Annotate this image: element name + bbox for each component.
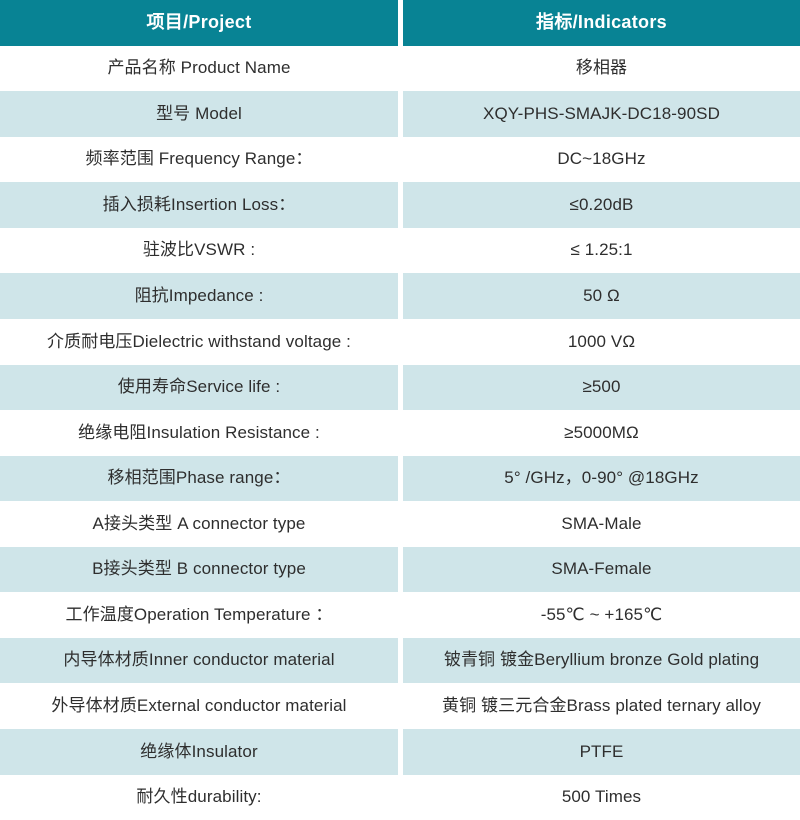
indicator-cell: ≥5000MΩ <box>403 410 800 456</box>
table-row: 内导体材质Inner conductor material 铍青铜 镀金Bery… <box>0 637 800 684</box>
column-divider <box>398 0 403 46</box>
indicator-cell: SMA-Female <box>403 546 800 593</box>
indicator-cell: PTFE <box>403 729 800 775</box>
table-row: 插入损耗Insertion Loss： ≤0.20dB <box>0 182 800 228</box>
table-row: B接头类型 B connector type SMA-Female <box>0 546 800 593</box>
project-cell: 内导体材质Inner conductor material <box>0 637 398 684</box>
project-cell: 驻波比VSWR : <box>0 227 398 274</box>
column-divider <box>398 227 403 274</box>
column-divider <box>398 364 403 411</box>
column-divider <box>398 774 403 820</box>
table-row: 驻波比VSWR : ≤ 1.25:1 <box>0 227 800 274</box>
indicator-cell: XQY-PHS-SMAJK-DC18-90SD <box>403 91 800 137</box>
column-divider <box>398 45 403 92</box>
column-divider <box>398 273 403 319</box>
project-cell: 工作温度Operation Temperature ： <box>0 592 398 638</box>
project-cell: 外导体材质External conductor material <box>0 683 398 729</box>
project-cell: 介质耐电压Dielectric withstand voltage : <box>0 318 398 365</box>
project-cell: A接头类型 A connector type <box>0 501 398 547</box>
table-row: 阻抗Impedance : 50 Ω <box>0 273 800 319</box>
project-cell: 移相范围Phase range： <box>0 455 398 502</box>
indicator-cell: 1000 VΩ <box>403 318 800 365</box>
column-divider <box>398 318 403 365</box>
table-row: A接头类型 A connector type SMA-Male <box>0 501 800 547</box>
project-cell: B接头类型 B connector type <box>0 546 398 593</box>
project-cell: 耐久性durability: <box>0 774 398 820</box>
header-indicators: 指标/Indicators <box>403 0 800 46</box>
column-divider <box>398 501 403 547</box>
indicator-cell: ≥500 <box>403 364 800 411</box>
column-divider <box>398 182 403 228</box>
table-row: 频率范围 Frequency Range： DC~18GHz <box>0 136 800 183</box>
indicator-cell: SMA-Male <box>403 501 800 547</box>
table-row: 型号 Model XQY-PHS-SMAJK-DC18-90SD <box>0 91 800 137</box>
column-divider <box>398 91 403 137</box>
indicator-cell: -55℃ ~ +165℃ <box>403 592 800 638</box>
table-row: 介质耐电压Dielectric withstand voltage : 1000… <box>0 318 800 365</box>
table-row: 外导体材质External conductor material 黄铜 镀三元合… <box>0 683 800 729</box>
table-row: 绝缘电阻Insulation Resistance : ≥5000MΩ <box>0 410 800 456</box>
project-cell: 绝缘体Insulator <box>0 729 398 775</box>
indicator-cell: 5° /GHz，0-90° @18GHz <box>403 455 800 502</box>
column-divider <box>398 455 403 502</box>
table-row: 使用寿命Service life : ≥500 <box>0 364 800 411</box>
indicator-cell: ≤ 1.25:1 <box>403 227 800 274</box>
indicator-cell: 黄铜 镀三元合金Brass plated ternary alloy <box>403 683 800 729</box>
table-row: 产品名称 Product Name 移相器 <box>0 45 800 92</box>
project-cell: 使用寿命Service life : <box>0 364 398 411</box>
table-row: 工作温度Operation Temperature ： -55℃ ~ +165℃ <box>0 592 800 638</box>
project-cell: 频率范围 Frequency Range： <box>0 136 398 183</box>
column-divider <box>398 637 403 684</box>
indicator-cell: DC~18GHz <box>403 136 800 183</box>
column-divider <box>398 592 403 638</box>
project-cell: 产品名称 Product Name <box>0 45 398 92</box>
column-divider <box>398 136 403 183</box>
column-divider <box>398 729 403 775</box>
project-cell: 型号 Model <box>0 91 398 137</box>
project-cell: 阻抗Impedance : <box>0 273 398 319</box>
project-cell: 插入损耗Insertion Loss： <box>0 182 398 228</box>
table-row: 绝缘体Insulator PTFE <box>0 729 800 775</box>
table-row: 移相范围Phase range： 5° /GHz，0-90° @18GHz <box>0 455 800 502</box>
project-cell: 绝缘电阻Insulation Resistance : <box>0 410 398 456</box>
indicator-cell: 移相器 <box>403 45 800 92</box>
column-divider <box>398 683 403 729</box>
header-project: 项目/Project <box>0 0 398 46</box>
indicator-cell: ≤0.20dB <box>403 182 800 228</box>
indicator-cell: 500 Times <box>403 774 800 820</box>
indicator-cell: 铍青铜 镀金Beryllium bronze Gold plating <box>403 637 800 684</box>
column-divider <box>398 546 403 593</box>
column-divider <box>398 410 403 456</box>
header-row: 项目/Project 指标/Indicators <box>0 0 800 46</box>
table-row: 耐久性durability: 500 Times <box>0 774 800 820</box>
indicator-cell: 50 Ω <box>403 273 800 319</box>
